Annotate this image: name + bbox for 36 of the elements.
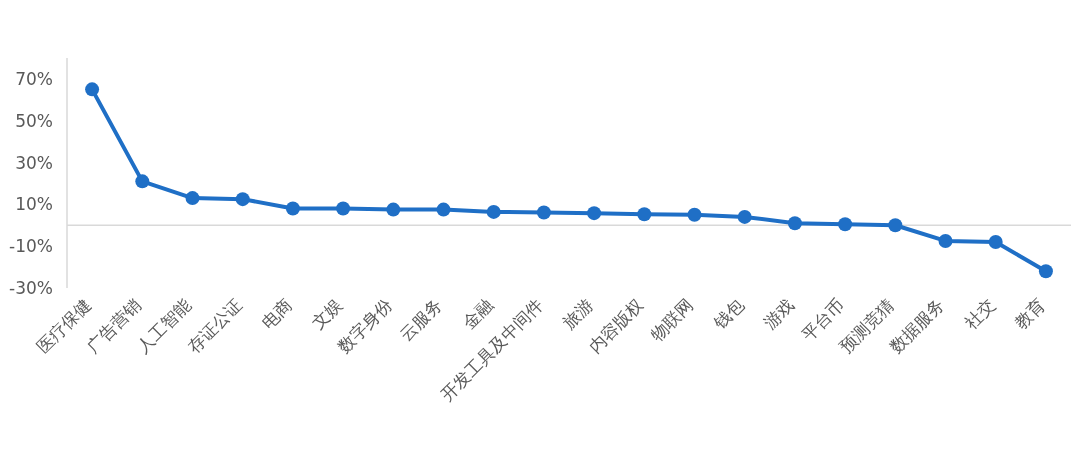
point [336, 201, 351, 216]
point [85, 82, 100, 97]
point [285, 201, 300, 216]
point [587, 206, 602, 221]
point [185, 191, 200, 206]
point [888, 218, 903, 233]
point [486, 204, 501, 219]
point [938, 233, 953, 248]
y-tick-label: 10% [15, 194, 53, 215]
x-tick-label: 钱包 [708, 294, 748, 334]
x-tick-label: 文娱 [307, 294, 346, 333]
point [687, 207, 702, 222]
y-tick-label: 30% [15, 152, 53, 173]
x-tick-label: 教育 [1010, 294, 1049, 333]
y-tick-label: -10% [9, 236, 53, 257]
x-tick-label: 社交 [960, 294, 999, 333]
point [386, 202, 401, 217]
x-tick-label: 游戏 [759, 294, 798, 333]
point [235, 192, 250, 207]
point [838, 217, 853, 232]
point [135, 174, 150, 189]
x-tick-label: 云服务 [396, 294, 447, 345]
point [787, 216, 802, 231]
y-tick-label: 50% [15, 110, 53, 131]
y-tick-label: 70% [15, 68, 53, 89]
x-tick-label: 物联网 [647, 294, 698, 345]
point [436, 202, 451, 217]
x-tick-label: 电商 [257, 294, 296, 333]
point [637, 207, 652, 222]
point [988, 235, 1003, 249]
point [737, 209, 752, 224]
y-tick-label: -30% [9, 278, 53, 298]
x-tick-label: 金融 [458, 294, 497, 333]
x-tick-label: 旅游 [558, 294, 597, 333]
point [536, 205, 551, 220]
point [1038, 264, 1053, 279]
